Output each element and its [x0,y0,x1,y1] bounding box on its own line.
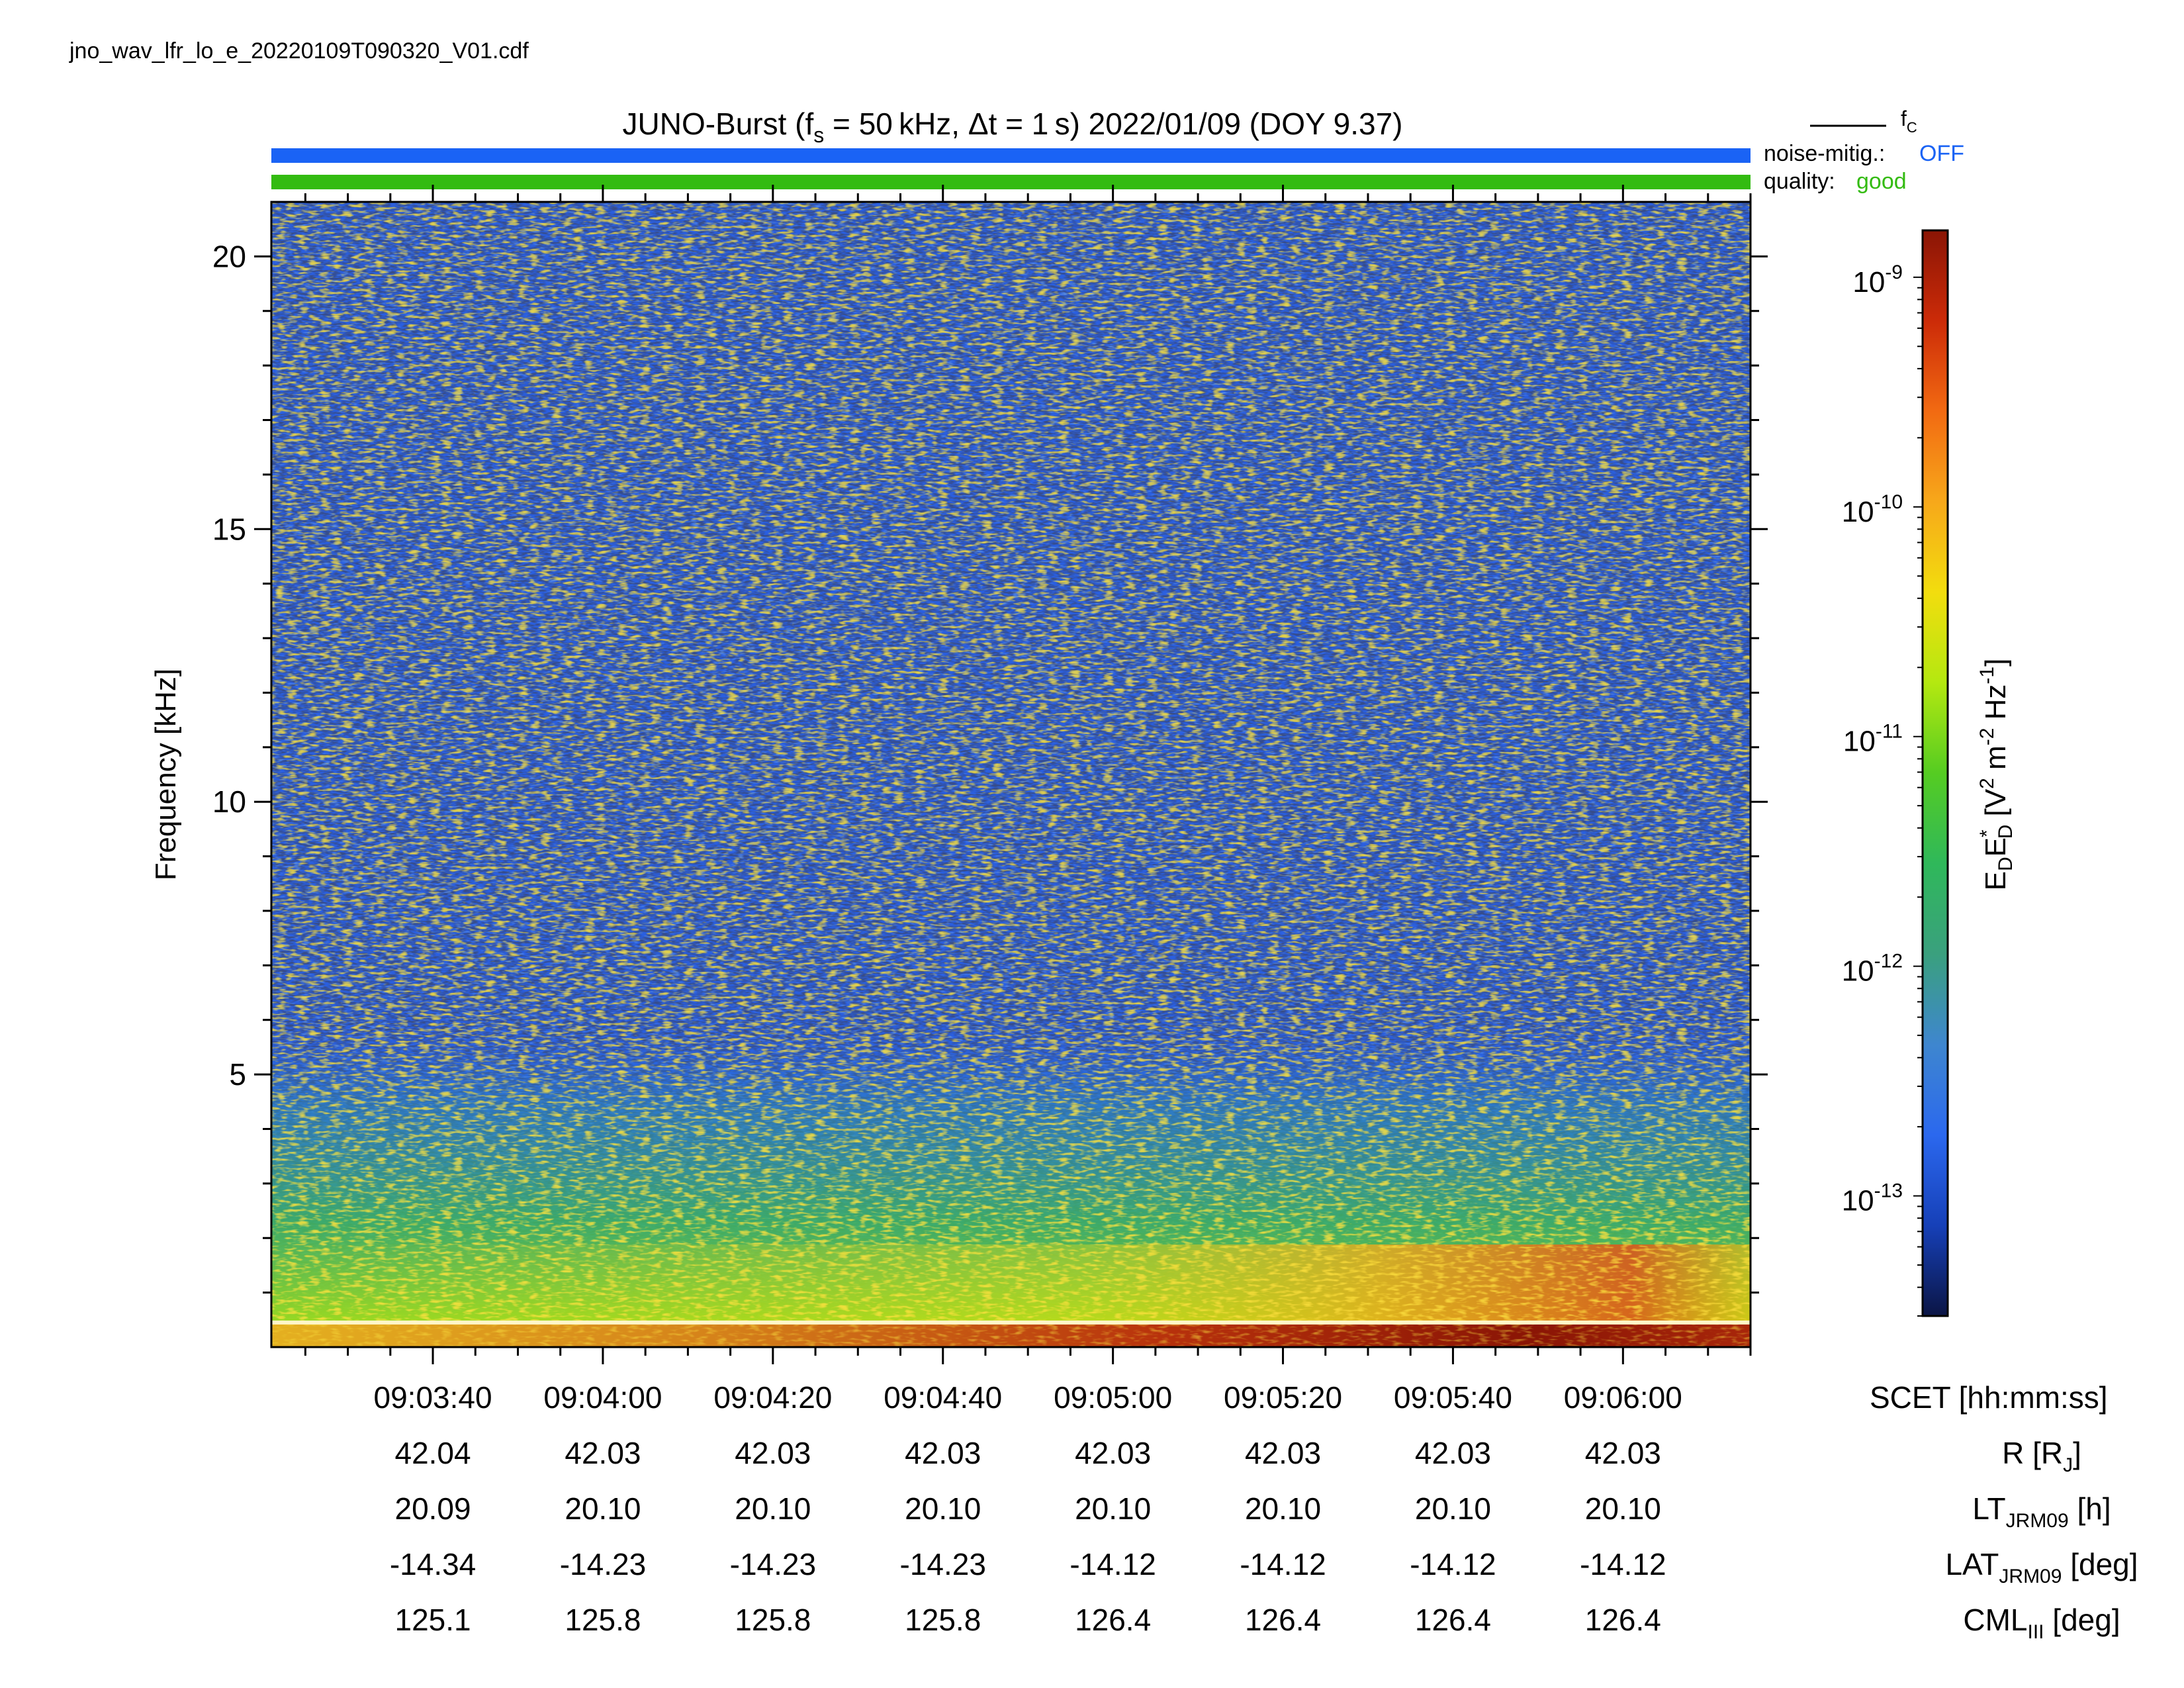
ephemeris-table: 42.04 42.03 42.03 42.03 42.03 42.03 42.03 42.03… [390,1436,2138,1643]
ephemeris-value: 20.10 [1245,1491,1321,1526]
spectrogram-heatmap [271,202,1751,1347]
ephemeris-value: -14.23 [560,1547,646,1581]
fc-legend-label: fC [1901,107,1917,136]
plot-frame [270,201,1752,1348]
ephemeris-label: CMLIII [deg] [1963,1603,2120,1643]
quality-value: good [1856,169,1907,194]
quality-label: quality: [1764,169,1835,194]
colorbar-tick-label: 10-13 [1842,1180,1903,1217]
ephemeris-value: 126.4 [1075,1603,1151,1637]
ephemeris-value: 42.03 [565,1436,641,1470]
colorbar-label: EDE*D [V2 m-2 Hz-1] [1976,659,2017,891]
x-axis: 09:03:40 09:04:00 09:04:20 09:04:40 09:05:00… [304,185,2108,1415]
ephemeris-value: 42.03 [1415,1436,1491,1470]
y-tick-label: 15 [212,512,246,546]
ephemeris-value: 20.10 [565,1491,641,1526]
ephemeris-value: 20.10 [1075,1491,1151,1526]
colorbar-tick-label: 10-10 [1842,491,1903,528]
colorbar-ticks: 10-9 10-10 10-11 10-12 10-13 [1842,261,1923,1317]
noise-mitig-label: noise-mitig.: [1764,141,1885,166]
colorbar [1921,229,1949,1317]
ephemeris-label: LATJRM09 [deg] [1945,1547,2138,1587]
ephemeris-value: -14.23 [900,1547,986,1581]
ephemeris-value: -14.34 [390,1547,476,1581]
ephemeris-value: 20.10 [1415,1491,1491,1526]
ephemeris-value: 125.8 [735,1603,811,1637]
ephemeris-label: LTJRM09 [h] [1972,1491,2111,1532]
ephemeris-value: -14.12 [1069,1547,1156,1581]
ephemeris-value: -14.12 [1240,1547,1326,1581]
ephemeris-value: 126.4 [1245,1603,1321,1637]
x-tick-label: 09:04:00 [543,1380,662,1415]
x-tick-label: 09:05:40 [1394,1380,1512,1415]
ephemeris-value: 20.09 [394,1491,471,1526]
ephemeris-value: 42.03 [905,1436,981,1470]
colorbar-tick-label: 10-11 [1843,721,1903,758]
ephemeris-value: 20.10 [735,1491,811,1526]
file-name: jno_wav_lfr_lo_e_20220109T090320_V01.cdf [69,38,529,64]
x-tick-label: 09:05:20 [1224,1380,1342,1415]
x-tick-label: 09:04:20 [713,1380,832,1415]
x-axis-label: SCET [hh:mm:ss] [1870,1380,2108,1415]
ephemeris-value: 42.03 [1585,1436,1661,1470]
x-tick-label: 09:06:00 [1564,1380,1682,1415]
ephemeris-value: -14.23 [730,1547,816,1581]
y-tick-label: 10 [212,784,246,819]
ephemeris-label: R [RJ] [2002,1436,2081,1476]
y-tick-label: 5 [229,1057,246,1092]
y-axis: 20 15 10 5 [212,239,1768,1294]
ephemeris-value: 125.8 [905,1603,981,1637]
x-tick-label: 09:04:40 [884,1380,1002,1415]
ephemeris-value: 20.10 [905,1491,981,1526]
ephemeris-value: 20.10 [1585,1491,1661,1526]
ephemeris-value: 126.4 [1415,1603,1491,1637]
noise-mitig-bar [271,148,1751,163]
ephemeris-value: 125.1 [394,1603,471,1637]
ephemeris-value: 125.8 [565,1603,641,1637]
ephemeris-value: 42.04 [394,1436,471,1470]
ephemeris-value: -14.12 [1580,1547,1666,1581]
ephemeris-value: -14.12 [1410,1547,1496,1581]
ephemeris-value: 42.03 [1245,1436,1321,1470]
x-tick-label: 09:03:40 [374,1380,492,1415]
colorbar-tick-label: 10-9 [1852,261,1903,299]
y-axis-label: Frequency [kHz] [150,669,182,880]
chart-title: JUNO-Burst (fs = 50 kHz, Δt = 1 s) 2022/… [623,107,1403,147]
ephemeris-value: 42.03 [1075,1436,1151,1470]
ephemeris-value: 42.03 [735,1436,811,1470]
colorbar-tick-label: 10-12 [1842,951,1903,988]
x-tick-label: 09:05:00 [1054,1380,1172,1415]
quality-bar [271,175,1751,189]
noise-mitig-value: OFF [1919,141,1964,166]
ephemeris-value: 126.4 [1585,1603,1661,1637]
y-tick-label: 20 [212,239,246,273]
